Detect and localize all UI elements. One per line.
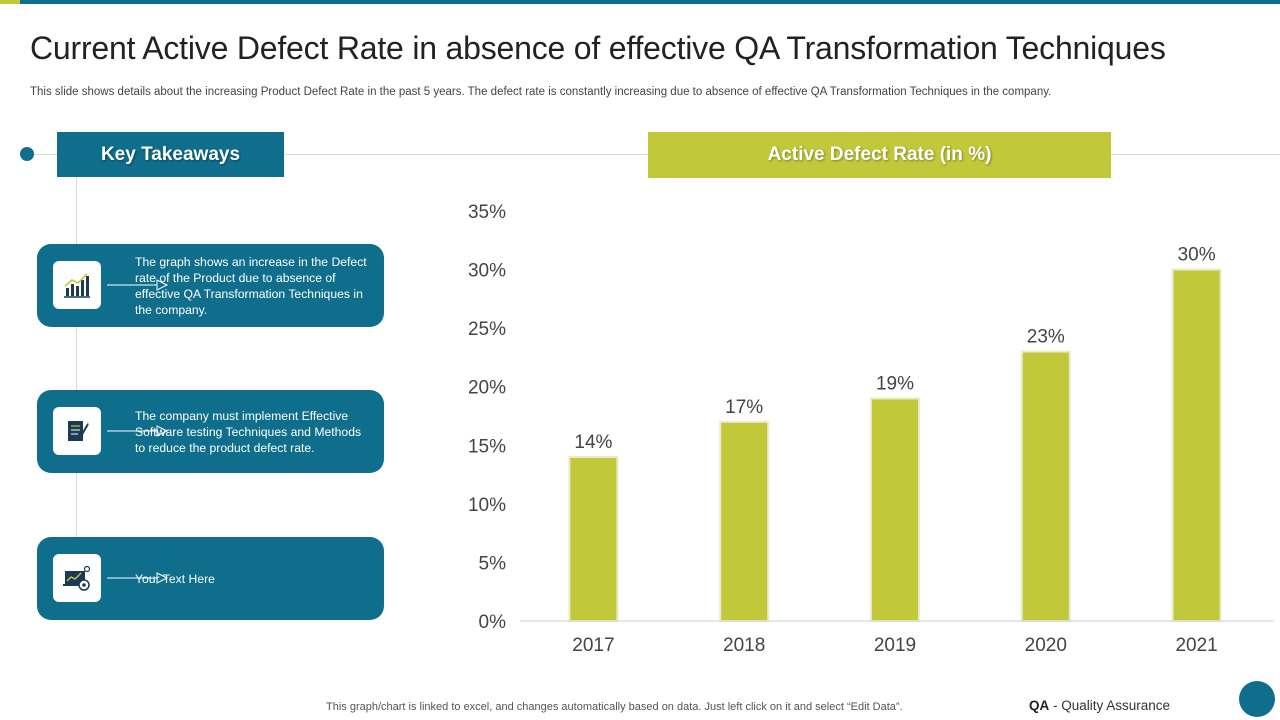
y-axis: 0% 5% 10% 15% 20% 25% 30% 35% bbox=[468, 202, 506, 633]
corner-dot bbox=[1239, 681, 1275, 717]
arrow-icon bbox=[107, 279, 169, 291]
y-tick-label: 35% bbox=[468, 202, 506, 223]
takeaway-text-1: The graph shows an increase in the Defec… bbox=[135, 254, 367, 317]
abbreviation-legend: QA - Quality Assurance bbox=[1029, 698, 1170, 713]
top-border bbox=[0, 0, 1280, 4]
legend-abbr: QA bbox=[1029, 698, 1050, 713]
bar-series: 14% 17% 19% 23% 30% bbox=[568, 245, 1222, 622]
chart-heading: Active Defect Rate (in %) bbox=[648, 132, 1111, 178]
arrow-icon bbox=[107, 572, 169, 584]
takeaway-card-1: The graph shows an increase in the Defec… bbox=[37, 244, 384, 327]
timeline-dot bbox=[20, 147, 34, 161]
takeaway-card-2: The company must implement Effective Sof… bbox=[37, 390, 384, 473]
data-label: 30% bbox=[1178, 245, 1216, 266]
x-tick-label: 2019 bbox=[874, 635, 916, 656]
y-tick-label: 5% bbox=[479, 553, 507, 574]
y-tick-label: 15% bbox=[468, 436, 506, 457]
bar-2021 bbox=[1171, 268, 1222, 622]
legend-text: - Quality Assurance bbox=[1049, 698, 1171, 713]
x-tick-label: 2020 bbox=[1025, 635, 1067, 656]
footer-note: This graph/chart is linked to excel, and… bbox=[326, 701, 903, 713]
bar-2017 bbox=[568, 456, 619, 622]
page-subtitle: This slide shows details about the incre… bbox=[30, 86, 1052, 98]
y-tick-label: 20% bbox=[468, 378, 506, 399]
y-tick-label: 30% bbox=[468, 261, 506, 282]
page-title: Current Active Defect Rate in absence of… bbox=[30, 30, 1166, 66]
y-tick-label: 25% bbox=[468, 319, 506, 340]
key-takeaways-heading: Key Takeaways bbox=[57, 132, 284, 177]
y-tick-label: 0% bbox=[479, 612, 507, 633]
timeline-line bbox=[76, 178, 77, 538]
laptop-gear-icon bbox=[53, 554, 101, 602]
data-label: 19% bbox=[876, 373, 914, 394]
x-tick-label: 2018 bbox=[723, 635, 765, 656]
y-tick-label: 10% bbox=[468, 495, 506, 516]
x-axis: 2017 2018 2019 2020 2021 bbox=[572, 635, 1217, 656]
takeaway-card-3: Your Text Here bbox=[37, 537, 384, 620]
arrow-icon bbox=[107, 425, 169, 437]
bar-2018 bbox=[719, 420, 770, 622]
top-border-accent bbox=[0, 0, 20, 4]
bar-chart-icon bbox=[53, 261, 101, 309]
data-label: 17% bbox=[725, 397, 763, 418]
takeaway-text-3: Your Text Here bbox=[135, 571, 215, 586]
x-tick-label: 2017 bbox=[572, 635, 614, 656]
bar-2019 bbox=[870, 397, 920, 622]
takeaway-text-2: The company must implement Effective Sof… bbox=[135, 408, 362, 455]
bar-2020 bbox=[1020, 350, 1071, 622]
data-label: 14% bbox=[574, 432, 612, 453]
x-tick-label: 2021 bbox=[1175, 635, 1217, 656]
defect-rate-chart: 0% 5% 10% 15% 20% 25% 30% 35% 14% 17% 19% 23% 30% 2… bbox=[468, 202, 1274, 656]
document-pen-icon bbox=[53, 407, 101, 455]
data-label: 23% bbox=[1027, 327, 1065, 348]
